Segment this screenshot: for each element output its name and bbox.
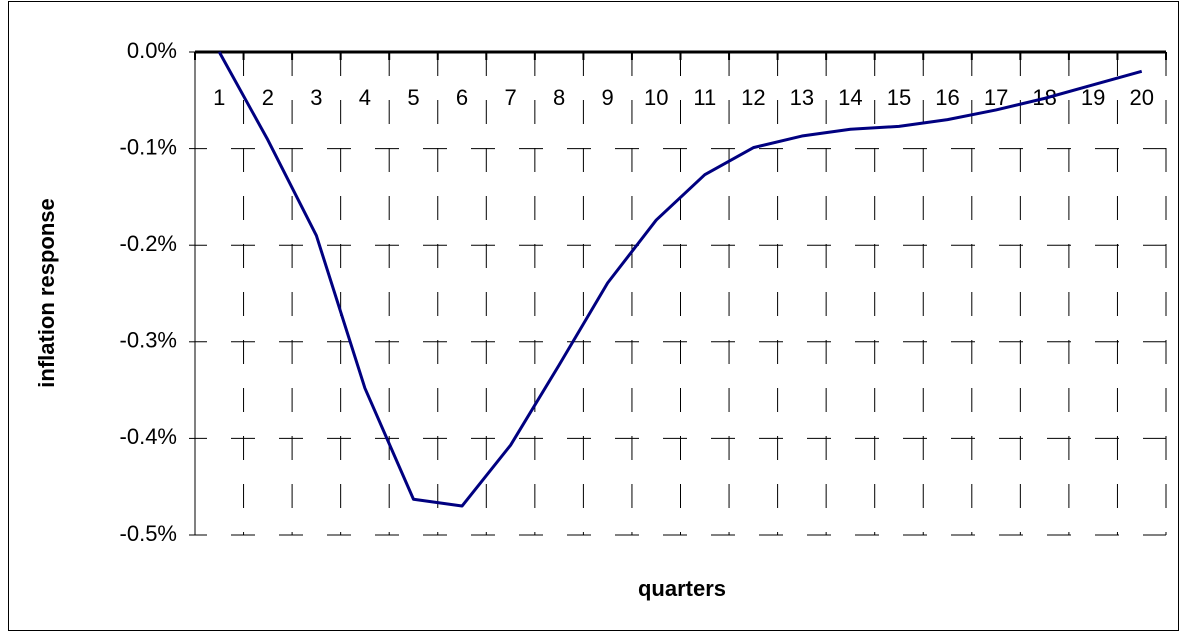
x-tick-label: 16 — [935, 85, 959, 110]
chart-frame — [8, 1, 1179, 631]
x-tick-label: 3 — [310, 85, 322, 110]
x-tick-label: 6 — [456, 85, 468, 110]
x-axis-title: quarters — [638, 576, 726, 601]
y-tick-label: -0.3% — [120, 328, 177, 353]
y-tick-label: -0.2% — [120, 231, 177, 256]
y-tick-label: -0.4% — [120, 424, 177, 449]
x-tick-label: 12 — [741, 85, 765, 110]
x-tick-label: 9 — [602, 85, 614, 110]
x-tick-label: 14 — [838, 85, 862, 110]
x-tick-label: 10 — [644, 85, 668, 110]
x-tick-label: 17 — [984, 85, 1008, 110]
x-tick-label: 5 — [407, 85, 419, 110]
x-tick-label: 19 — [1081, 85, 1105, 110]
x-tick-label: 2 — [262, 85, 274, 110]
x-tick-label: 7 — [504, 85, 516, 110]
x-tick-label: 15 — [887, 85, 911, 110]
x-tick-label: 1 — [213, 85, 225, 110]
x-tick-label: 11 — [693, 85, 716, 110]
x-tick-label: 20 — [1129, 85, 1153, 110]
x-tick-label: 4 — [359, 85, 371, 110]
y-axis-title: inflation response — [34, 198, 59, 387]
x-tick-label: 8 — [553, 85, 565, 110]
x-tick-label: 13 — [790, 85, 814, 110]
line-series — [217, 51, 1143, 508]
y-tick-label: -0.5% — [120, 521, 177, 546]
y-tick-label: 0.0% — [127, 38, 177, 63]
y-tick-label: -0.1% — [120, 134, 177, 159]
